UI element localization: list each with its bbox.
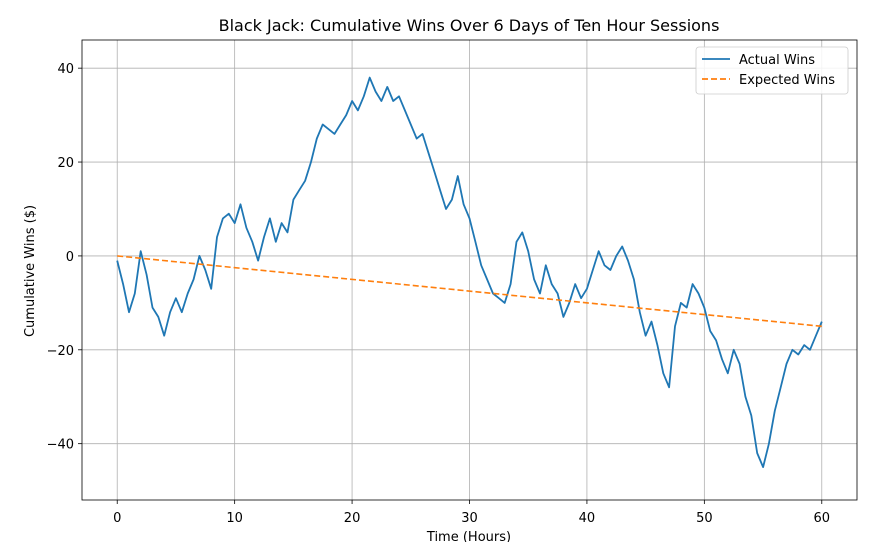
x-tick-label: 30 — [461, 511, 478, 526]
x-tick-label: 50 — [696, 511, 713, 526]
legend-label: Actual Wins — [739, 53, 815, 68]
series-layer — [116, 76, 823, 468]
x-axis-label: Time (Hours) — [426, 530, 511, 542]
legend-label: Expected Wins — [739, 73, 835, 88]
series-line-expected — [117, 255, 822, 328]
y-tick-label: 0 — [66, 250, 74, 265]
y-axis-label: Cumulative Wins ($) — [23, 205, 38, 337]
y-tick-label: −40 — [47, 438, 74, 453]
y-tick-label: 20 — [57, 156, 74, 171]
y-tick-label: 40 — [57, 62, 74, 77]
legend-box — [695, 46, 849, 95]
x-tick-label: 0 — [113, 511, 121, 526]
x-tick-label: 20 — [344, 511, 361, 526]
x-tick-label: 60 — [813, 511, 830, 526]
x-tick-label: 10 — [226, 511, 243, 526]
x-tick-label: 40 — [579, 511, 596, 526]
grid — [82, 40, 857, 500]
chart-title: Black Jack: Cumulative Wins Over 6 Days … — [219, 16, 720, 35]
axes: 0 10 20 30 40 50 60 −40 −20 0 20 40 — [47, 62, 830, 526]
series-line-actual — [116, 76, 823, 468]
legend: Actual Wins Expected Wins — [695, 46, 849, 95]
y-tick-label: −20 — [47, 344, 74, 359]
